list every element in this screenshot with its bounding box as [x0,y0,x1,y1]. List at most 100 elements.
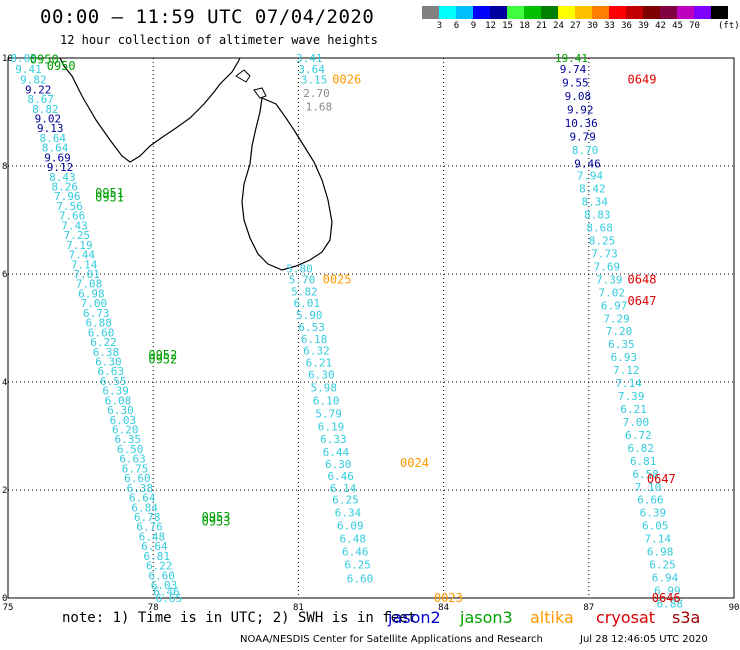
wave-height-value: 6.30 [107,404,134,417]
wave-height-value: 6.30 [308,368,335,381]
wave-height-value: 6.38 [93,346,120,359]
wave-height-value: 6.09 [337,520,364,533]
wave-height-value: 6.64 [129,492,156,505]
wave-height-value: 6.32 [303,345,330,358]
sri-lanka-coastline [59,57,333,271]
wave-height-value: 9.74 [560,63,587,76]
wave-height-value: 7.08 [76,278,103,291]
wave-height-value: 6.08 [105,394,132,407]
pass-time-label: 0647 [647,472,676,486]
wave-height-value: 9.69 [44,151,71,164]
wave-height-value: 8.83 [584,209,611,222]
wave-height-value: 6.03 [151,579,178,592]
pass-time-label: 0951 [95,186,124,200]
wave-height-value: 6.35 [608,338,635,351]
wave-height-value: 6.03 [110,414,137,427]
wave-height-value: 6.30 [325,458,352,471]
color-scale-label: 36 [621,21,632,31]
color-scale-label: 3 [436,21,443,31]
wave-height-value: 6.48 [139,530,166,543]
wave-height-value: 8.68 [586,222,613,235]
wave-height-value: 6.93 [611,351,638,364]
wave-height-value: 6.22 [146,560,173,573]
color-scale-label: 18 [519,21,530,31]
y-tick-label: 0 [2,594,7,604]
color-swatch [694,6,711,19]
wave-height-value: 1.68 [306,101,333,114]
wave-height-value: 7.66 [59,210,86,223]
wave-height-value: 6.50 [117,443,143,456]
wave-height-value: 6.64 [141,540,168,553]
wave-height-value: 5.98 [311,381,338,394]
wave-height-value: 7.00 [623,416,650,429]
color-scale-label: 12 [485,21,496,31]
wave-height-value: 6.88 [657,597,684,610]
wave-height-value: 6.44 [323,446,350,459]
footer-note-row: note: 1) Time is in UTC; 2) SWH is in fe… [62,608,700,627]
wave-height-value: 7.00 [81,297,108,310]
color-scale-unit: (ft) [718,21,740,31]
wave-height-value: 9.46 [574,157,601,170]
wave-height-value: 6.30 [95,355,122,368]
wave-height-value: 6.48 [340,533,367,546]
pass-time-label: 0951 [95,190,124,204]
pass-time-label: 0648 [628,272,657,286]
wave-height-value: 6.14 [330,482,357,495]
wave-height-value: 9.08 [565,90,592,103]
wave-height-value: 6.81 [144,550,171,563]
color-scale-label: 33 [604,21,615,31]
wave-height-value: 2.70 [303,87,330,100]
pass-time-label: 0953 [202,510,231,524]
y-tick-label: 2 [2,486,7,496]
wave-height-value: 7.39 [596,273,623,286]
color-swatch [422,6,439,19]
footer-note: note: 1) Time is in UTC; 2) SWH is in fe… [62,610,417,626]
credit-date: Jul 28 12:46:05 UTC 2020 [580,634,708,645]
color-swatch [575,6,592,19]
wave-height-value: 3.15 [301,74,328,87]
color-swatch [507,6,524,19]
wave-height-value: 7.14 [644,533,671,546]
color-swatch [541,6,558,19]
wave-height-value: 6.94 [652,571,679,584]
wave-height-value: 6.73 [83,307,110,320]
y-tick-label: 10 [2,54,13,64]
wave-height-value: 6.99 [654,584,681,597]
color-swatch [643,6,660,19]
wave-height-value: 6.46 [153,586,180,599]
wave-height-value: 7.25 [64,229,91,242]
wave-height-value: 6.46 [327,470,354,483]
color-swatch [609,6,626,19]
pass-time-label: 0950 [30,53,59,67]
wave-height-value: 6.60 [88,326,115,339]
wave-height-value: 6.22 [90,336,117,349]
wave-height-value: 6.18 [301,333,328,346]
wave-height-value: 6.98 [78,287,105,300]
wave-height-value: 8.42 [579,183,606,196]
legend-cryosat: cryosat [596,608,656,627]
wave-height-value: 6.25 [332,494,359,507]
wave-height-value: 6.10 [313,394,340,407]
wave-height-value: 7.14 [615,377,642,390]
color-swatch [439,6,456,19]
wave-height-value: 19.41 [555,52,588,65]
pass-time-label: 0953 [202,514,231,528]
wave-height-value: 6.76 [136,521,163,534]
wave-height-value: 6.65 [156,592,183,605]
wave-height-value: 6.81 [630,455,657,468]
wave-height-value: 6.25 [649,559,676,572]
x-tick-label: 90 [729,603,740,610]
y-tick-label: 4 [2,378,7,388]
wave-height-value: 6.55 [100,375,127,388]
wave-height-value: 7.01 [73,268,100,281]
x-tick-label: 78 [148,603,159,610]
wave-height-value: 7.39 [618,390,645,403]
wave-height-value: 7.12 [613,364,640,377]
wave-height-value: 8.64 [42,142,69,155]
color-swatch [558,6,575,19]
wave-height-value: 8.43 [49,171,76,184]
wave-height-value: 9.82 [20,74,46,87]
wave-height-value: 7.02 [598,286,625,299]
wave-height-value: 9.55 [562,76,589,89]
wave-height-value: 6.39 [102,385,129,398]
